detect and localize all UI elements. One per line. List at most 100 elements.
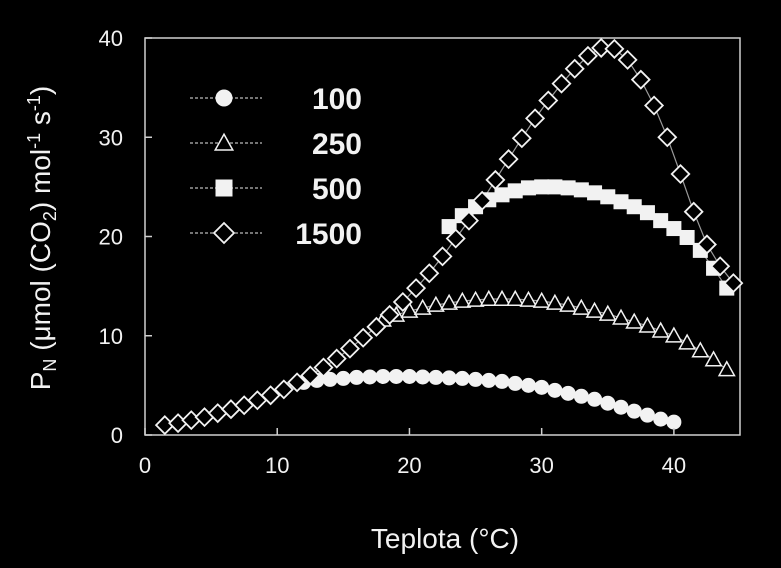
data-point xyxy=(644,95,665,116)
data-point xyxy=(479,289,498,306)
x-axis: 0 10 20 30 40 xyxy=(139,428,686,478)
data-point xyxy=(653,411,669,427)
data-point xyxy=(441,370,457,386)
data-point xyxy=(639,407,655,423)
data-point xyxy=(723,273,744,294)
data-point xyxy=(534,179,550,195)
y-axis-title-mid: (μmol (CO xyxy=(25,221,56,358)
data-point xyxy=(670,163,691,184)
data-point xyxy=(612,308,630,325)
y-axis-title-close: ) xyxy=(25,86,56,95)
data-point xyxy=(326,348,347,369)
data-point xyxy=(657,127,678,148)
x-axis-title: Teplota (°C) xyxy=(371,523,519,554)
data-point xyxy=(445,228,466,249)
data-point xyxy=(577,45,598,66)
data-point xyxy=(441,219,457,235)
legend-label: 100 xyxy=(312,83,362,116)
data-point xyxy=(413,298,432,315)
data-point xyxy=(591,37,612,58)
data-point xyxy=(638,316,657,333)
data-point xyxy=(260,385,281,406)
series-100 xyxy=(296,368,682,430)
data-point xyxy=(485,169,506,190)
data-point xyxy=(560,385,576,401)
x-tick-label: 0 xyxy=(139,453,151,478)
data-point xyxy=(639,205,655,221)
data-point xyxy=(335,370,351,386)
data-point xyxy=(653,213,669,229)
y-tick-label: 40 xyxy=(99,26,123,51)
data-point xyxy=(547,179,563,195)
data-point xyxy=(666,221,682,237)
data-point xyxy=(440,293,459,310)
data-point xyxy=(432,246,453,267)
data-point xyxy=(678,333,697,350)
data-point xyxy=(215,179,233,197)
data-point xyxy=(498,149,519,170)
legend-item-250: 250 xyxy=(190,128,362,161)
data-point xyxy=(564,58,585,79)
data-point xyxy=(339,338,360,359)
data-point xyxy=(212,221,236,245)
data-point xyxy=(547,382,563,398)
data-point xyxy=(573,182,589,198)
y-axis-title-mol: ) mol xyxy=(25,149,56,211)
y-tick-label: 10 xyxy=(99,324,123,349)
data-point xyxy=(617,49,638,70)
data-point xyxy=(453,291,472,308)
series-500 xyxy=(441,179,735,296)
data-point xyxy=(651,321,670,338)
legend-item-1500: 1500 xyxy=(190,218,362,251)
data-point xyxy=(511,128,532,149)
data-point xyxy=(287,372,308,393)
data-point xyxy=(426,295,445,312)
data-point xyxy=(400,301,419,318)
x-tick-label: 10 xyxy=(265,453,289,478)
data-point xyxy=(587,391,603,407)
data-point xyxy=(392,291,413,313)
data-point xyxy=(600,189,616,205)
data-point xyxy=(613,399,629,415)
x-tick-label: 20 xyxy=(397,453,421,478)
data-point xyxy=(532,291,551,308)
data-point xyxy=(696,234,717,255)
data-point xyxy=(468,371,484,387)
y-axis-title: PN (μmol (CO2) mol-1 s-1) xyxy=(24,86,60,391)
data-point xyxy=(572,298,591,315)
legend-label: 1500 xyxy=(295,218,362,251)
data-point xyxy=(300,365,321,386)
data-point xyxy=(388,368,404,384)
data-point xyxy=(215,89,233,107)
data-point xyxy=(213,132,235,151)
data-point xyxy=(683,201,704,222)
data-point xyxy=(545,293,564,310)
data-point xyxy=(458,210,479,231)
y-axis: 0 10 20 30 40 xyxy=(99,26,152,448)
data-point xyxy=(419,263,440,284)
data-point xyxy=(600,395,616,411)
legend-label: 500 xyxy=(312,173,362,206)
y-axis-title-superscript-2: -1 xyxy=(24,95,44,111)
data-point xyxy=(704,350,723,367)
data-point xyxy=(625,312,644,329)
data-point xyxy=(493,289,511,306)
data-point xyxy=(375,368,391,384)
data-point xyxy=(519,290,538,307)
data-point xyxy=(520,377,536,393)
data-point xyxy=(585,301,604,318)
data-point xyxy=(494,373,510,389)
data-point xyxy=(507,183,523,199)
data-point xyxy=(415,369,431,385)
data-point xyxy=(604,38,625,59)
data-point xyxy=(349,369,365,385)
data-point xyxy=(379,304,400,325)
data-point xyxy=(366,316,387,337)
series-1500 xyxy=(154,37,744,436)
x-tick-label: 40 xyxy=(662,453,686,478)
data-point xyxy=(273,379,294,400)
data-point xyxy=(353,327,374,348)
data-point xyxy=(666,414,682,430)
legend-label: 250 xyxy=(312,128,362,161)
